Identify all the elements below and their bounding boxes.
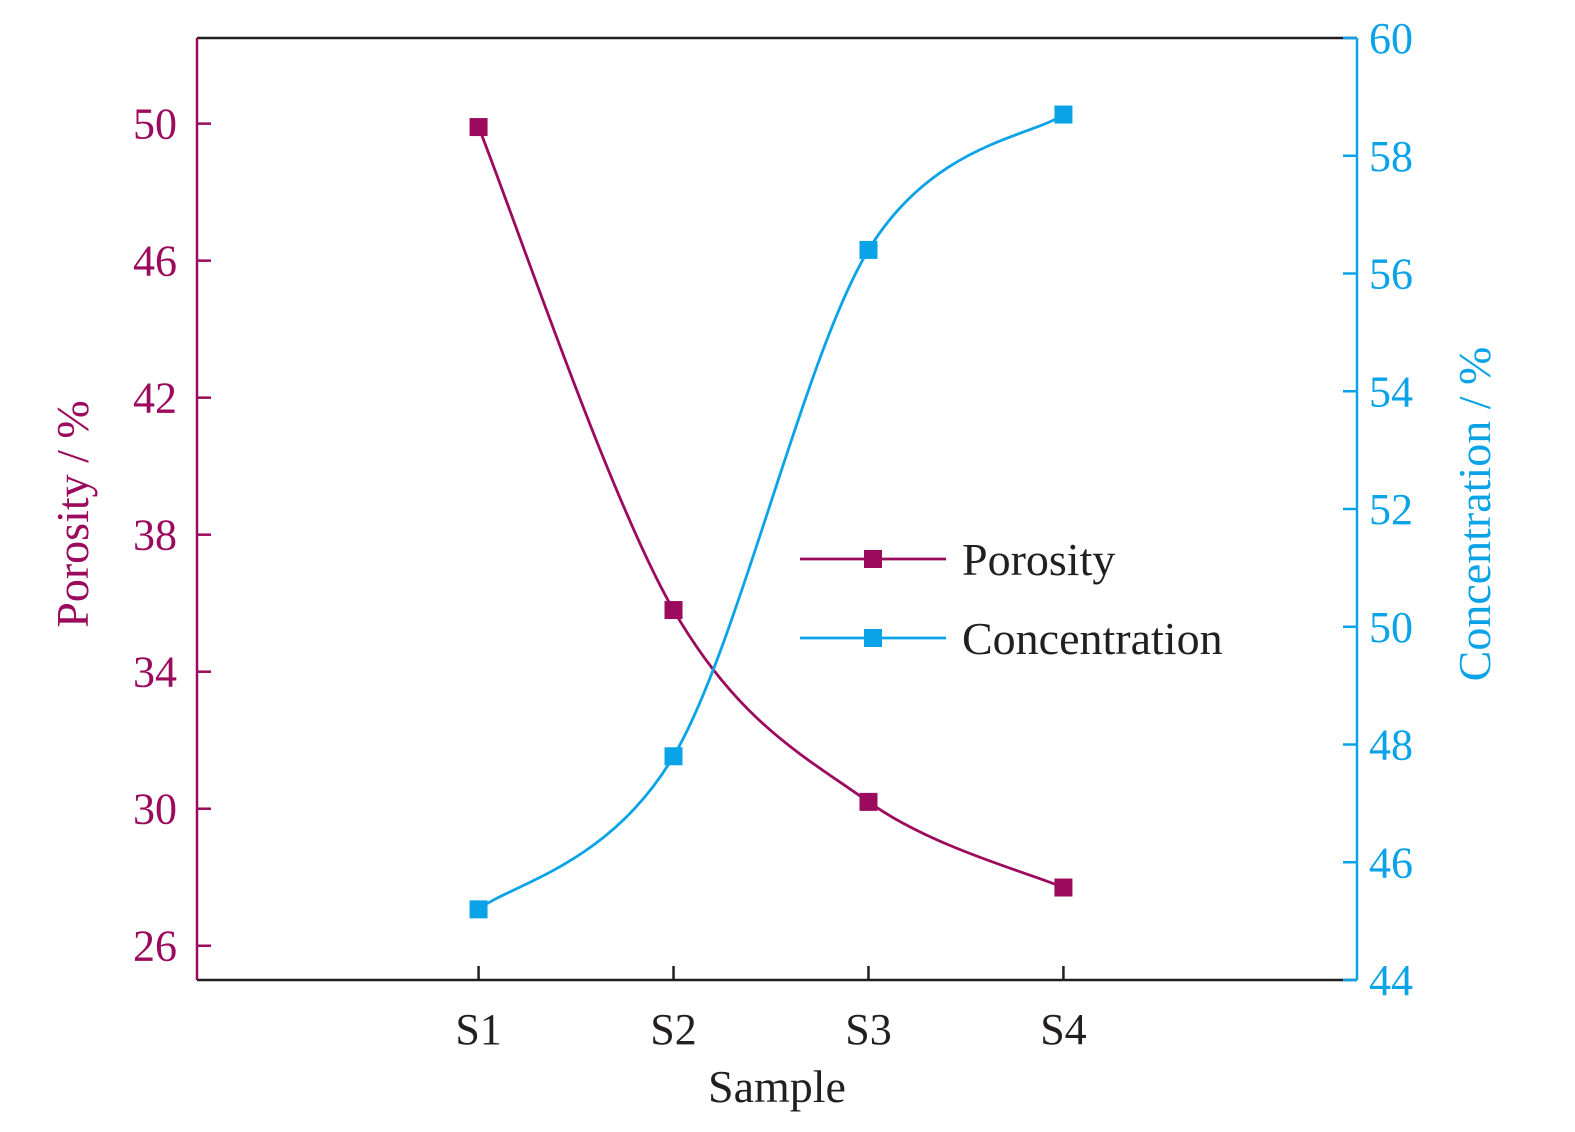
x-tick-label: S4	[1040, 1005, 1086, 1054]
right-y-axis-title: Concentration / %	[1449, 347, 1500, 682]
plot-frame	[197, 36, 1357, 982]
right-y-tick-label: 56	[1369, 250, 1413, 299]
x-tick-label: S1	[455, 1005, 501, 1054]
concentration-series-line	[477, 113, 1065, 911]
left-y-tick-label: 26	[133, 922, 177, 971]
right-y-tick-label: 44	[1369, 956, 1413, 1005]
legend: Porosity Concentration	[800, 534, 1223, 664]
porosity-data-point	[1054, 878, 1073, 897]
right-y-tick-label: 46	[1369, 838, 1413, 887]
legend-concentration-marker	[864, 629, 882, 647]
x-tick-label: S3	[845, 1005, 891, 1054]
x-tick-label: S2	[650, 1005, 696, 1054]
x-axis-title: Sample	[708, 1061, 846, 1112]
x-axis: S1 S2 S3 S4	[455, 966, 1087, 1054]
concentration-data-point	[859, 240, 878, 259]
legend-porosity-label: Porosity	[962, 534, 1115, 585]
concentration-data-point	[469, 900, 488, 919]
left-y-axis-title: Porosity / %	[47, 400, 98, 627]
right-y-axis: 44 46 48 50 52 54 56 58 60	[1343, 14, 1413, 1005]
left-y-tick-label: 34	[133, 648, 177, 697]
left-y-tick-label: 30	[133, 785, 177, 834]
right-y-tick-label: 48	[1369, 721, 1413, 770]
porosity-data-point	[664, 601, 683, 620]
concentration-data-point	[664, 747, 683, 766]
porosity-series-line	[477, 126, 1065, 889]
left-y-tick-label: 42	[133, 374, 177, 423]
legend-porosity-marker	[864, 550, 882, 568]
right-y-tick-label: 50	[1369, 603, 1413, 652]
left-y-tick-label: 46	[133, 237, 177, 286]
right-y-tick-label: 58	[1369, 132, 1413, 181]
right-y-tick-label: 60	[1369, 14, 1413, 63]
concentration-data-point	[1054, 105, 1073, 124]
left-y-tick-label: 50	[133, 100, 177, 149]
porosity-data-point	[469, 118, 488, 137]
porosity-data-point	[859, 792, 878, 811]
left-y-axis: 26 30 34 38 42 46 50	[133, 38, 211, 980]
right-y-tick-label: 54	[1369, 367, 1413, 416]
series-layer	[469, 105, 1073, 919]
right-y-tick-label: 52	[1369, 485, 1413, 534]
legend-concentration-label: Concentration	[962, 613, 1223, 664]
left-y-tick-label: 38	[133, 511, 177, 560]
